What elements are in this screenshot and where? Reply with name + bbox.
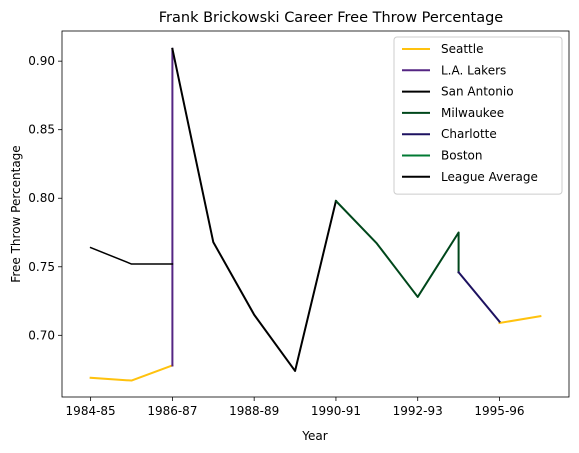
legend: Seattle L.A. Lakers San Antonio Milwaukee Ch… (393, 36, 563, 195)
series-line-seattle-1 (498, 314, 542, 325)
x-tick-label: 1986-87 (147, 404, 197, 418)
x-tick-label: 1988-89 (229, 404, 279, 418)
legend-label: Charlotte (441, 127, 497, 141)
series-line-san-antonio-3 (171, 47, 338, 372)
y-tick-label: 0.70 (28, 328, 55, 342)
plot-lines (89, 47, 542, 382)
y-axis-ticks: 0.70 0.75 0.80 0.85 0.90 (28, 54, 62, 342)
y-tick-label: 0.75 (28, 260, 55, 274)
legend-label: Boston (441, 149, 482, 163)
y-tick-label: 0.90 (28, 54, 55, 68)
y-tick-label: 0.80 (28, 191, 55, 205)
y-tick-label: 0.85 (28, 123, 55, 137)
series-line-milwaukee-4 (334, 199, 460, 298)
legend-label: Seattle (441, 42, 483, 56)
x-axis-label: Year (301, 429, 327, 443)
chart-title: Frank Brickowski Career Free Throw Perce… (159, 10, 504, 26)
legend-label: San Antonio (441, 85, 514, 99)
series-line-charlotte-5 (457, 270, 501, 324)
series-line-league-average-7 (89, 246, 174, 265)
series-line-seattle-0 (89, 364, 174, 382)
legend-box (393, 36, 563, 195)
y-axis-label: Free Throw Percentage (9, 145, 23, 282)
legend-label: L.A. Lakers (441, 63, 506, 77)
legend-label: Milwaukee (441, 106, 504, 120)
x-axis-ticks: 1984-85 1986-87 1988-89 1990-91 1992-93 1995-… (66, 397, 525, 418)
x-tick-label: 1990-91 (311, 404, 361, 418)
x-tick-label: 1984-85 (66, 404, 116, 418)
x-tick-label: 1995-96 (474, 404, 524, 418)
x-tick-label: 1992-93 (393, 404, 443, 418)
plot-frame (61, 30, 570, 398)
legend-label: League Average (441, 170, 538, 184)
